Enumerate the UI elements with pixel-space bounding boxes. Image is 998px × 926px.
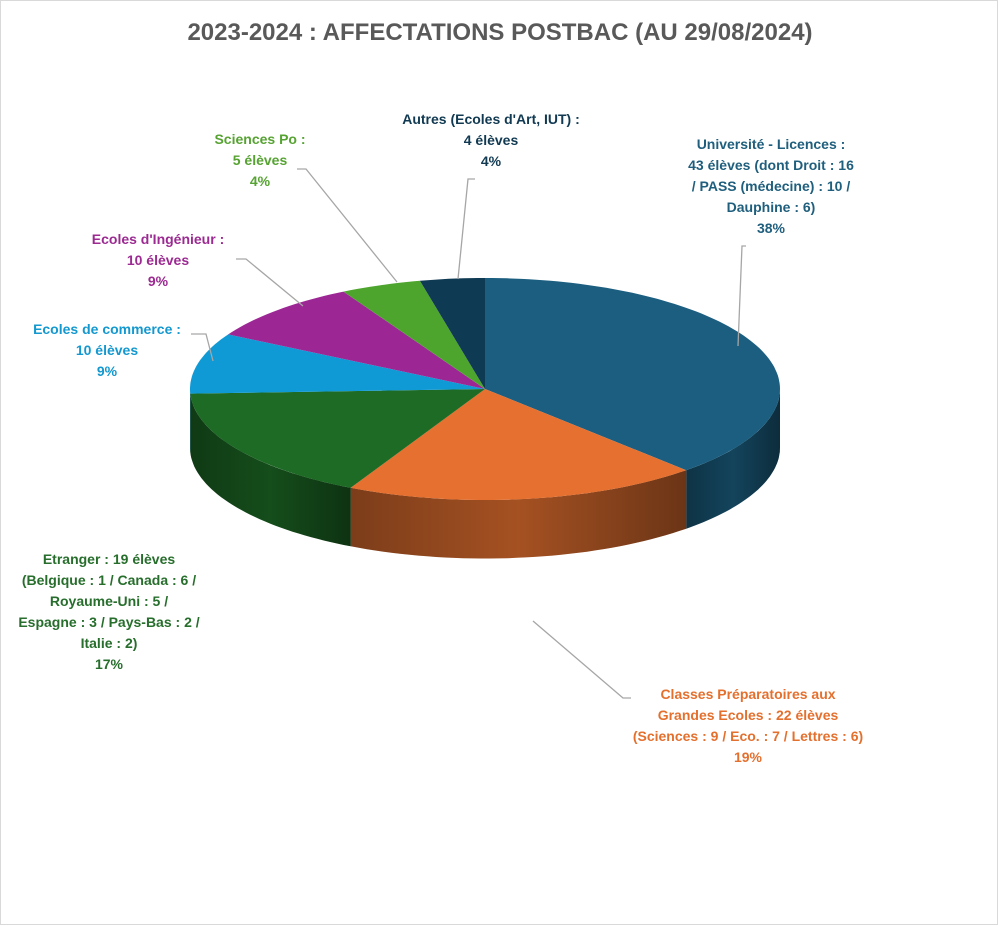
data-label-line: Dauphine : 6) (611, 197, 931, 218)
data-label-line: (Sciences : 9 / Eco. : 7 / Lettres : 6) (588, 726, 908, 747)
data-label-line: Grandes Ecoles : 22 élèves (588, 705, 908, 726)
data-label-line: 10 élèves (0, 250, 318, 271)
data-label-line: Autres (Ecoles d'Art, IUT) : (331, 109, 651, 130)
data-label-line: 4% (100, 171, 420, 192)
data-label-line: 17% (0, 654, 269, 675)
data-label-line: Classes Préparatoires aux (588, 684, 908, 705)
data-label-line: 43 élèves (dont Droit : 16 (611, 155, 931, 176)
data-label-line: Ecoles d'Ingénieur : (0, 229, 318, 250)
data-label-line: Royaume-Uni : 5 / (0, 591, 269, 612)
data-label-line: Ecoles de commerce : (0, 319, 267, 340)
leader-line-0 (738, 246, 746, 346)
leader-line-6 (458, 179, 475, 279)
data-label-line: / PASS (médecine) : 10 / (611, 176, 931, 197)
data-label-line: 4% (331, 151, 651, 172)
data-label-line: Espagne : 3 / Pays-Bas : 2 / (0, 612, 269, 633)
data-label-line: 9% (0, 271, 318, 292)
data-label-line: Université - Licences : (611, 134, 931, 155)
pie-tops (190, 278, 780, 500)
data-label-0: Université - Licences :43 élèves (dont D… (611, 134, 931, 239)
data-label-line: 10 élèves (0, 340, 267, 361)
data-label-line: Italie : 2) (0, 633, 269, 654)
data-label-2: Etranger : 19 élèves(Belgique : 1 / Cana… (0, 549, 269, 675)
data-label-line: 4 élèves (331, 130, 651, 151)
data-label-line: 19% (588, 747, 908, 768)
data-label-line: Etranger : 19 élèves (0, 549, 269, 570)
data-label-line: 38% (611, 218, 931, 239)
data-label-line: 9% (0, 361, 267, 382)
data-label-line: (Belgique : 1 / Canada : 6 / (0, 570, 269, 591)
